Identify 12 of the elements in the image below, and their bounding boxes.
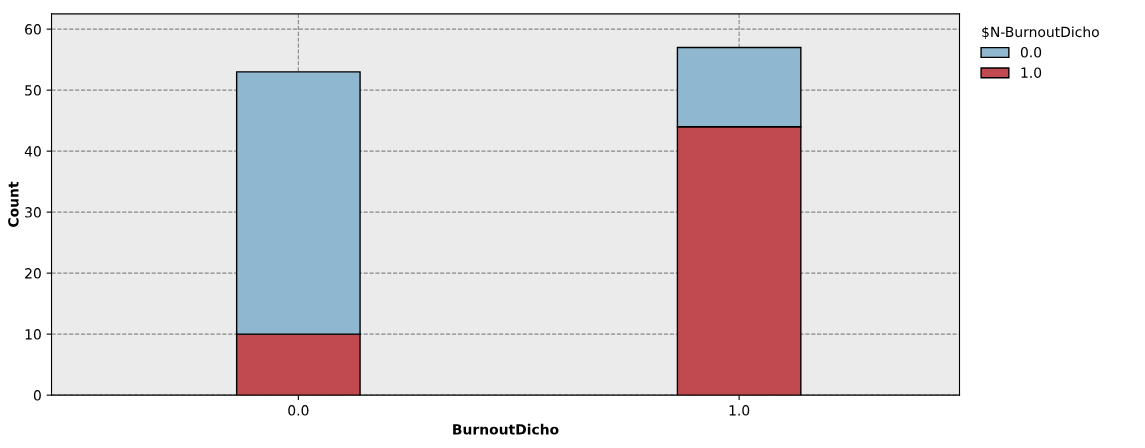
legend-label: 1.0 bbox=[1021, 67, 1042, 78]
y-tick-label: 50 bbox=[25, 85, 41, 96]
y-tick-label: 20 bbox=[25, 268, 41, 279]
x-axis-title: BurnoutDicho bbox=[453, 423, 559, 435]
y-tick-label: 30 bbox=[25, 207, 41, 218]
y-tick-label: 10 bbox=[25, 329, 41, 340]
y-tick-label: 60 bbox=[25, 24, 41, 35]
y-axis-title: Count bbox=[8, 181, 19, 227]
y-tick-label: 0 bbox=[33, 390, 41, 401]
y-tick-label: 40 bbox=[24, 146, 41, 157]
legend-label: 0.0 bbox=[1020, 47, 1042, 58]
legend-title: $N-BurnoutDicho bbox=[982, 26, 1099, 39]
